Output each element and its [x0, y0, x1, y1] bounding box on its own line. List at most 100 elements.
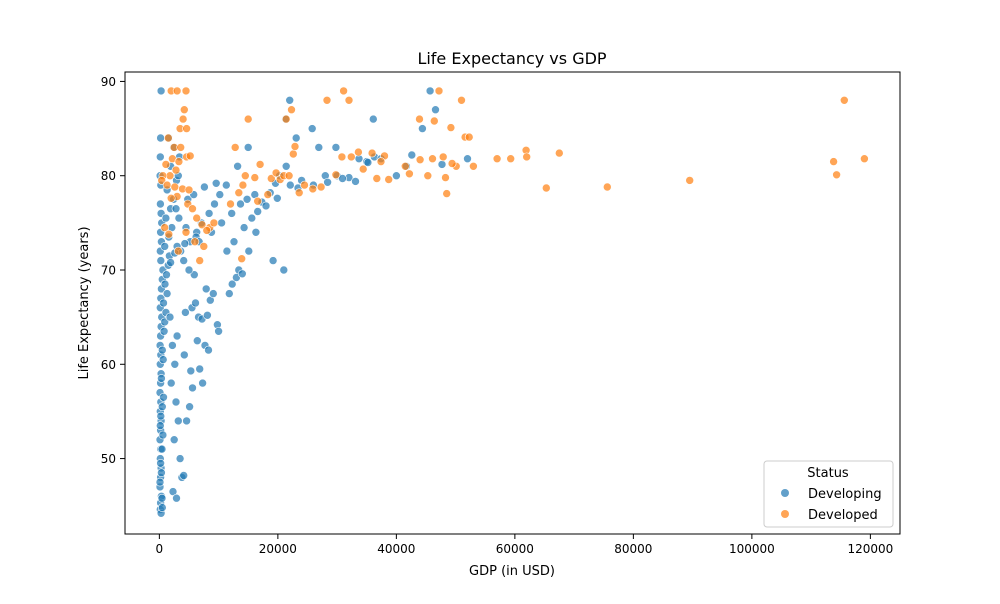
data-point	[279, 265, 289, 275]
data-point	[180, 350, 189, 360]
data-point	[185, 402, 194, 412]
data-point	[323, 178, 332, 187]
data-point	[174, 157, 184, 166]
data-point	[209, 289, 218, 298]
data-point	[202, 226, 212, 235]
data-point	[195, 256, 204, 265]
data-point	[469, 162, 478, 171]
data-point	[522, 152, 532, 162]
data-point	[165, 171, 175, 180]
data-point	[201, 284, 211, 294]
data-point	[178, 114, 188, 124]
series-developing	[155, 86, 472, 518]
data-point	[463, 154, 472, 163]
data-point	[222, 246, 232, 256]
data-point	[226, 199, 235, 209]
data-point	[157, 176, 166, 185]
y-tick-label: 80	[101, 169, 116, 183]
data-point	[376, 157, 386, 166]
data-point	[199, 242, 209, 251]
legend-label-developed: Developed	[808, 508, 878, 523]
data-point	[165, 312, 175, 322]
data-point	[169, 435, 179, 445]
y-axis-label: Life Expectancy (years)	[77, 226, 92, 379]
data-point	[285, 180, 295, 190]
data-point	[425, 86, 435, 96]
data-point	[172, 493, 181, 503]
data-point	[162, 289, 172, 298]
data-point	[174, 416, 183, 426]
data-point	[238, 180, 248, 190]
data-point	[242, 195, 252, 204]
data-point	[180, 239, 190, 248]
data-point	[156, 458, 165, 468]
data-point	[281, 114, 291, 124]
data-point	[227, 279, 237, 289]
data-point	[160, 317, 169, 327]
data-point	[211, 179, 221, 188]
data-point	[225, 289, 234, 298]
data-point	[316, 182, 326, 192]
x-tick-label: 40000	[377, 542, 415, 556]
data-point	[285, 96, 295, 105]
data-points	[155, 86, 869, 518]
data-point	[268, 256, 278, 265]
data-point	[160, 279, 170, 289]
x-tick-label: 120000	[847, 542, 893, 556]
data-point	[162, 270, 171, 280]
data-point	[506, 154, 516, 163]
data-point	[172, 331, 182, 341]
data-point	[209, 218, 219, 228]
data-point	[860, 154, 869, 163]
x-tick-label: 20000	[259, 542, 297, 556]
y-tick-label: 60	[101, 358, 116, 372]
data-point	[437, 160, 447, 169]
data-point	[241, 171, 250, 180]
data-point	[222, 180, 231, 190]
data-point	[685, 176, 695, 185]
data-point	[204, 209, 214, 218]
data-point	[234, 188, 244, 197]
data-point	[239, 223, 249, 232]
data-point	[200, 182, 209, 192]
data-point	[159, 298, 168, 308]
data-point	[492, 154, 502, 163]
data-point	[175, 454, 185, 463]
legend-marker-developed	[781, 510, 789, 518]
data-point	[308, 184, 318, 194]
data-point	[344, 96, 354, 105]
data-point	[271, 168, 281, 178]
data-point	[368, 114, 378, 124]
data-point	[266, 174, 276, 183]
data-point	[182, 124, 191, 133]
data-point	[284, 171, 294, 180]
data-point	[158, 430, 168, 440]
data-point	[251, 228, 261, 237]
data-point	[174, 213, 184, 223]
data-point	[464, 132, 474, 142]
data-point	[236, 199, 245, 209]
data-point	[255, 160, 265, 169]
data-point	[346, 152, 356, 162]
data-point	[351, 177, 360, 186]
data-point	[337, 152, 347, 162]
data-point	[243, 114, 253, 124]
data-point	[155, 477, 165, 487]
data-point	[191, 298, 200, 308]
data-point	[247, 213, 257, 223]
data-point	[272, 194, 282, 203]
data-point	[314, 143, 324, 152]
data-point	[182, 416, 191, 426]
data-point	[253, 196, 263, 206]
data-point	[188, 383, 197, 393]
data-point	[418, 124, 427, 133]
data-point	[214, 326, 223, 336]
data-point	[160, 223, 169, 232]
data-point	[170, 182, 180, 192]
data-point	[447, 159, 457, 168]
data-point	[392, 171, 401, 180]
data-point	[159, 392, 168, 402]
data-point	[174, 246, 183, 256]
